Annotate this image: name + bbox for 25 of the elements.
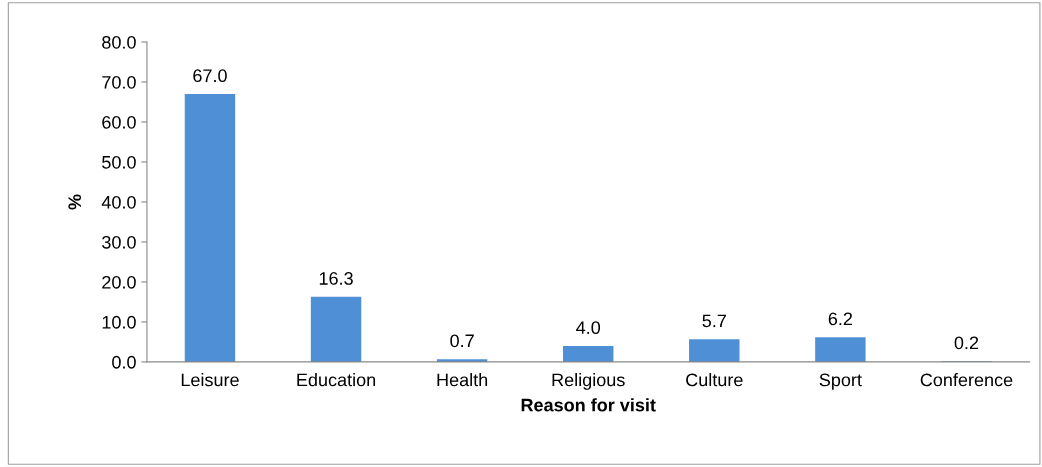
x-tick-label: Sport	[819, 373, 862, 390]
y-tick-label: 0.0	[112, 355, 136, 369]
x-tick-label: Health	[437, 373, 488, 387]
x-tick-label: Religious	[552, 373, 625, 390]
data-label: 6.2	[828, 312, 853, 326]
y-tick-label: 30.0	[102, 235, 136, 249]
data-label: 0.7	[450, 334, 474, 348]
x-tick-label: Culture	[686, 373, 743, 387]
y-axis-title: %	[68, 194, 82, 210]
y-tick-label: 60.0	[102, 115, 136, 129]
y-tick-label: 50.0	[102, 155, 136, 169]
x-tick-label: Leisure	[181, 373, 239, 387]
y-tick-label: 80.0	[102, 35, 136, 49]
x-tick-label: Education	[297, 373, 376, 387]
data-label: 5.7	[702, 314, 726, 328]
y-tick-label: 70.0	[102, 75, 136, 89]
data-label: 0.2	[954, 336, 979, 350]
data-label: 16.3	[319, 272, 353, 285]
y-tick-label: 10.0	[102, 315, 136, 329]
data-label: 4.0	[576, 321, 601, 335]
data-label: 67.0	[193, 69, 227, 83]
y-tick-label: 40.0	[101, 195, 136, 209]
x-tick-label: Conference	[920, 373, 1013, 387]
y-tick-label: 20.0	[102, 275, 136, 289]
x-axis-title: Reason for visit	[521, 398, 656, 412]
